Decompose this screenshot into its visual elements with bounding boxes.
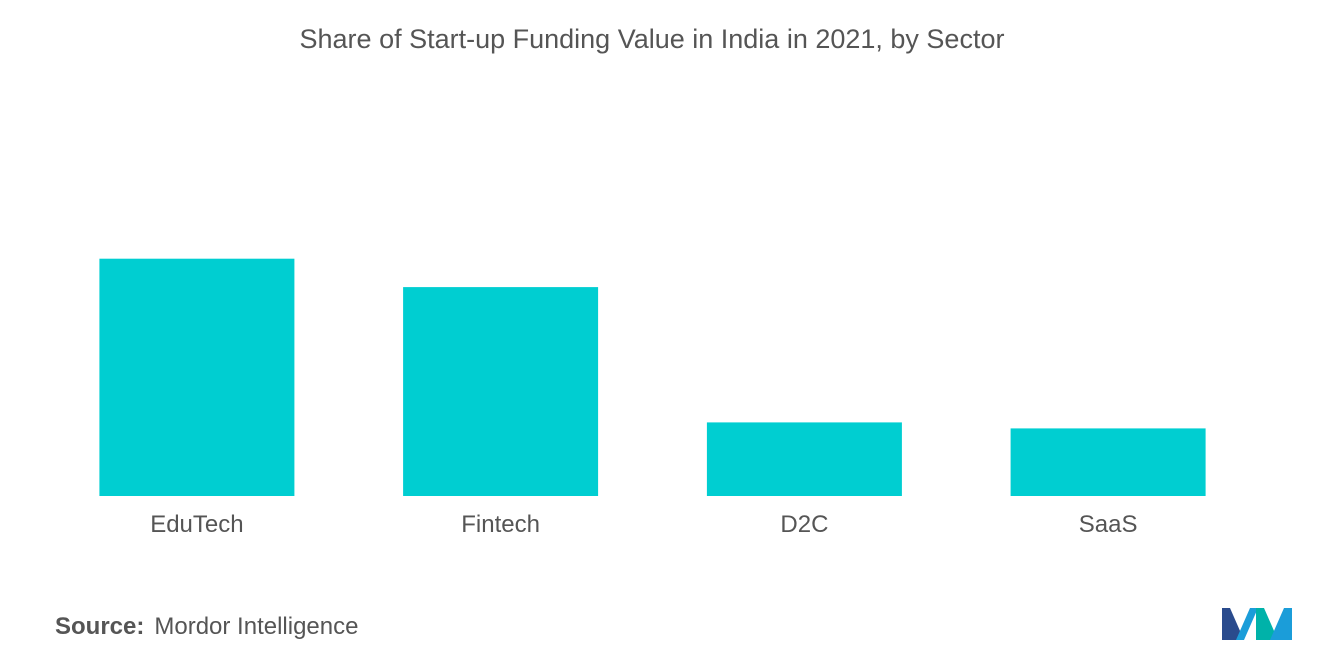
- source-value: Mordor Intelligence: [154, 613, 359, 640]
- bar-saas: [1010, 428, 1206, 496]
- x-tick-label-d2c: D2C: [780, 511, 828, 538]
- bar-group: [99, 258, 1206, 496]
- x-tick-labels: EduTech Fintech D2C SaaS: [150, 511, 1137, 538]
- x-tick-label-saas: SaaS: [1079, 511, 1138, 538]
- bar-fintech: [403, 287, 599, 496]
- bar-edutech: [99, 258, 295, 496]
- x-tick-label-edutech: EduTech: [150, 511, 243, 538]
- source-line: Source: Mordor Intelligence: [55, 613, 358, 641]
- bar-d2c: [706, 422, 902, 496]
- chart-title: Share of Start-up Funding Value in India…: [299, 24, 1005, 54]
- source-label: Source:: [55, 613, 145, 640]
- mordor-intelligence-logo-icon: [1222, 608, 1292, 640]
- x-tick-label-fintech: Fintech: [461, 511, 540, 538]
